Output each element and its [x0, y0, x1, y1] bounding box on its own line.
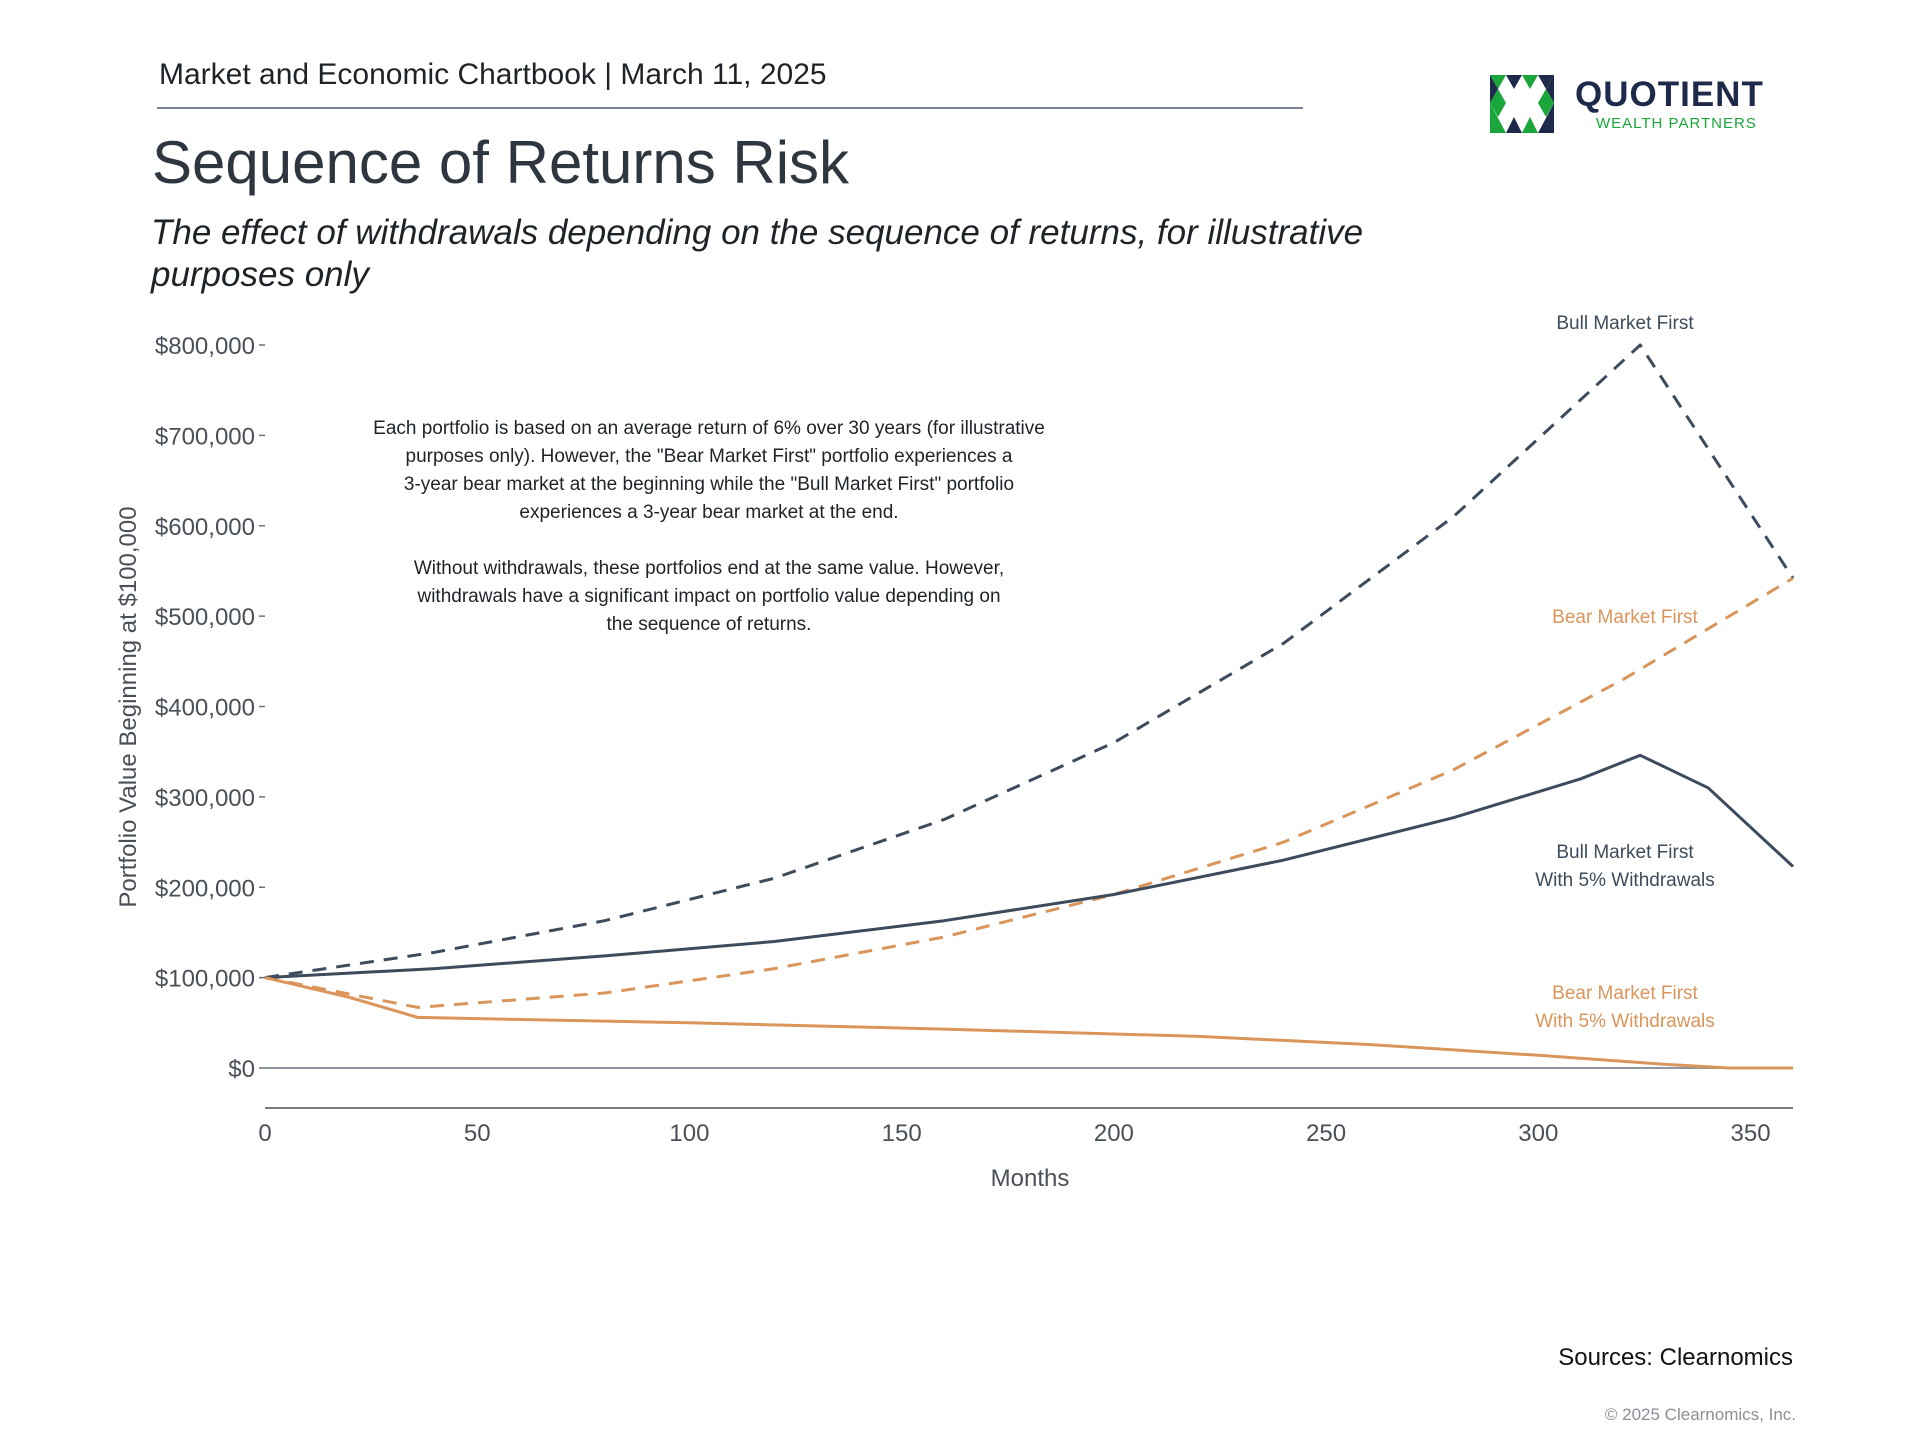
y-tick-label: $800,000 [155, 333, 255, 360]
series-label: Bear Market First [1552, 983, 1698, 1004]
x-tick-label: 150 [882, 1120, 922, 1147]
x-axis-title: Months [991, 1165, 1070, 1192]
chartbook-header: Market and Economic Chartbook | March 11… [159, 58, 827, 91]
annotation-line: experiences a 3-year bear market at the … [519, 502, 898, 523]
sources-note: Sources: Clearnomics [1558, 1344, 1793, 1371]
x-tick-label: 0 [258, 1120, 271, 1147]
y-tick-label: $400,000 [155, 695, 255, 722]
x-tick-label: 250 [1306, 1120, 1346, 1147]
series-line-4 [264, 976, 1793, 1070]
copyright-note: © 2025 Clearnomics, Inc. [1604, 1405, 1796, 1424]
y-tick-label: $200,000 [155, 875, 255, 902]
series-label: With 5% Withdrawals [1535, 870, 1715, 891]
series-label: Bull Market First [1556, 313, 1694, 334]
x-tick-label: 200 [1094, 1120, 1134, 1147]
x-tick-label: 350 [1731, 1120, 1771, 1147]
series-line-1 [264, 343, 1795, 980]
series-line-3 [264, 753, 1795, 980]
x-tick-label: 50 [464, 1120, 491, 1147]
series-line-2 [264, 576, 1794, 1009]
x-tick-label: 100 [669, 1120, 709, 1147]
header-divider [157, 107, 1303, 109]
annotation-line: withdrawals have a significant impact on… [416, 586, 1000, 607]
y-tick-label: $300,000 [155, 785, 255, 812]
series-label: Bull Market First [1556, 842, 1694, 863]
annotation-line: Without withdrawals, these portfolios en… [414, 558, 1004, 579]
series-label: Bear Market First [1552, 607, 1698, 628]
annotation-line: purposes only). However, the "Bear Marke… [406, 446, 1013, 467]
y-tick-label: $600,000 [155, 514, 255, 541]
y-tick-label: $100,000 [155, 966, 255, 993]
series-label: With 5% Withdrawals [1535, 1011, 1715, 1032]
y-tick-label: $700,000 [155, 423, 255, 450]
chart-subtitle: The effect of withdrawals depending on t… [151, 213, 1364, 294]
annotation-line: the sequence of returns. [607, 614, 812, 635]
y-tick-label: $0 [228, 1056, 255, 1083]
page-title: Sequence of Returns Risk [152, 129, 850, 196]
logo-tagline: WEALTH PARTNERS [1596, 115, 1757, 132]
y-tick-label: $500,000 [155, 604, 255, 631]
y-axis-title: Portfolio Value Beginning at $100,000 [115, 506, 142, 907]
logo-name: QUOTIENT [1575, 75, 1764, 114]
x-tick-label: 300 [1518, 1120, 1558, 1147]
annotation-line: 3-year bear market at the beginning whil… [404, 474, 1014, 495]
company-logo: QUOTIENT WEALTH PARTNERS [1488, 73, 1778, 143]
annotation-line: Each portfolio is based on an average re… [373, 418, 1045, 439]
quotient-logo-icon [1490, 75, 1554, 133]
